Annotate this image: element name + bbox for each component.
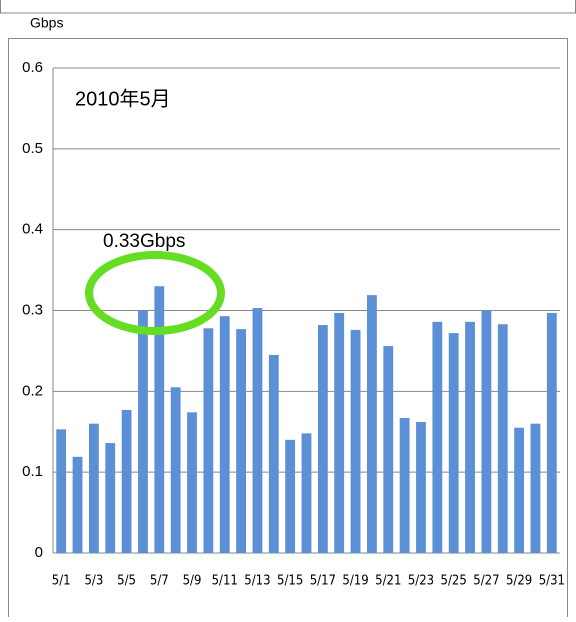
x-tick-label: 5/13 (244, 574, 270, 589)
bar (56, 429, 67, 553)
y-tick-label: 0 (35, 544, 43, 561)
y-tick-label: 0.3 (22, 301, 43, 318)
bar (88, 423, 99, 553)
y-tick-label: 0.5 (22, 140, 43, 157)
bar (187, 412, 197, 553)
x-tick-label: 5/1 (52, 574, 71, 589)
x-tick-label: 5/29 (506, 574, 532, 589)
bar (138, 310, 148, 553)
bar (367, 295, 377, 553)
x-tick-label: 5/19 (342, 574, 368, 589)
y-tick-label: 0.6 (22, 59, 43, 76)
x-tick-label: 5/3 (84, 574, 103, 589)
y-tick-label: 0.4 (22, 221, 43, 238)
bar (350, 329, 361, 553)
y-tick-label: 0.1 (22, 463, 43, 480)
x-tick-label: 5/7 (150, 574, 169, 589)
bar (399, 418, 410, 553)
bar (432, 321, 443, 553)
bar (383, 346, 394, 553)
bar (530, 423, 541, 553)
bar (317, 325, 328, 553)
bar (465, 321, 475, 553)
bar (105, 443, 116, 553)
bar (170, 387, 181, 553)
x-tick-label: 5/27 (473, 574, 499, 589)
bar (203, 328, 214, 553)
x-tick-label: 5/5 (117, 574, 136, 589)
bar (154, 286, 165, 553)
x-tick-label: 5/17 (310, 574, 336, 589)
bar (301, 433, 312, 553)
x-tick-label: 5/21 (375, 574, 401, 589)
top-box (0, 0, 576, 14)
y-tick-label: 0.2 (22, 382, 43, 399)
highlight-ellipse (85, 251, 225, 335)
bar (448, 333, 459, 553)
x-tick-label: 5/31 (539, 574, 565, 589)
x-tick-label: 5/11 (212, 574, 238, 589)
chart-frame (8, 38, 568, 622)
bar (285, 439, 296, 553)
bar (219, 316, 230, 553)
x-tick-label: 5/25 (441, 574, 467, 589)
annotation: 2010年5月 (75, 87, 171, 110)
plot: 0 0.1 0.2 0.3 0.4 0.5 0.6 5/1 5/3 5/5 5/7 5/9 5/11 5/… (22, 59, 565, 589)
x-tick-label: 5/9 (183, 574, 202, 589)
bar (497, 324, 508, 553)
bar (72, 456, 83, 553)
bar (236, 329, 246, 553)
bar (334, 312, 345, 553)
annotation: 0.33Gbps (103, 231, 185, 252)
y-axis-label: Gbps (30, 15, 63, 31)
bar (121, 409, 132, 553)
bar (252, 308, 263, 553)
bar (514, 427, 525, 553)
bar (481, 310, 492, 553)
bar (416, 422, 426, 553)
bar (546, 312, 557, 553)
x-tick-label: 5/15 (277, 574, 303, 589)
bar (268, 354, 279, 553)
x-tick-label: 5/23 (408, 574, 434, 589)
